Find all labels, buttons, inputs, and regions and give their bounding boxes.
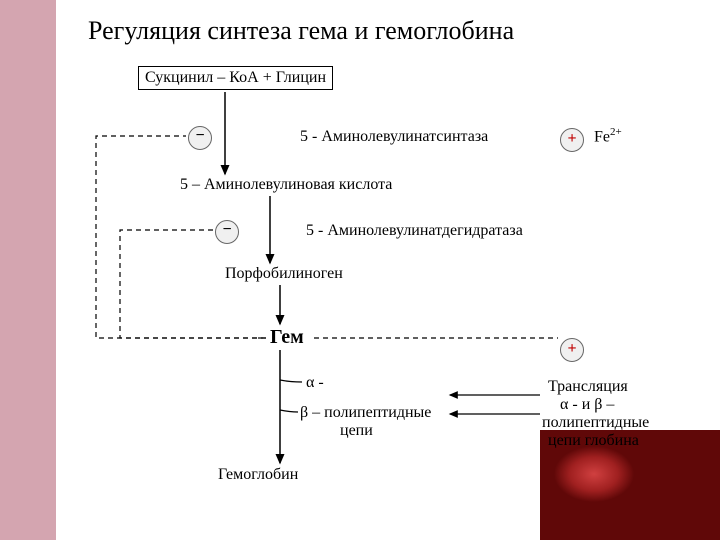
minus-icon-1: − xyxy=(188,126,212,150)
node-translation2: α - и β – xyxy=(560,396,614,414)
node-enzyme2: 5 - Аминолевулинатдегидратаза xyxy=(306,222,523,240)
fe-charge: 2+ xyxy=(610,126,622,138)
node-fe: Fe2+ xyxy=(594,126,622,146)
node-alpha: α - xyxy=(306,374,324,392)
node-beta2: цепи xyxy=(340,422,373,440)
fe-symbol: Fe xyxy=(594,128,610,145)
minus-icon-2: − xyxy=(215,220,239,244)
plus-icon-2: + xyxy=(560,338,584,362)
plus-icon-1: + xyxy=(560,128,584,152)
bg-left-strip xyxy=(0,0,56,540)
node-hemoglobin: Гемоглобин xyxy=(218,466,298,484)
node-translation4: цепи глобина xyxy=(548,432,639,450)
node-heme: Гем xyxy=(270,326,304,349)
node-translation1: Трансляция xyxy=(548,378,628,396)
node-enzyme1: 5 - Аминолевулинатсинтаза xyxy=(300,128,488,146)
node-start: Сукцинил – КоА + Глицин xyxy=(138,66,333,90)
node-translation3: полипептидные xyxy=(542,414,649,432)
node-intermediate2: Порфобилиноген xyxy=(225,265,343,283)
node-beta: β – полипептидные xyxy=(300,404,431,422)
node-intermediate1: 5 – Аминолевулиновая кислота xyxy=(180,176,392,194)
page-title: Регуляция синтеза гема и гемоглобина xyxy=(88,16,514,46)
